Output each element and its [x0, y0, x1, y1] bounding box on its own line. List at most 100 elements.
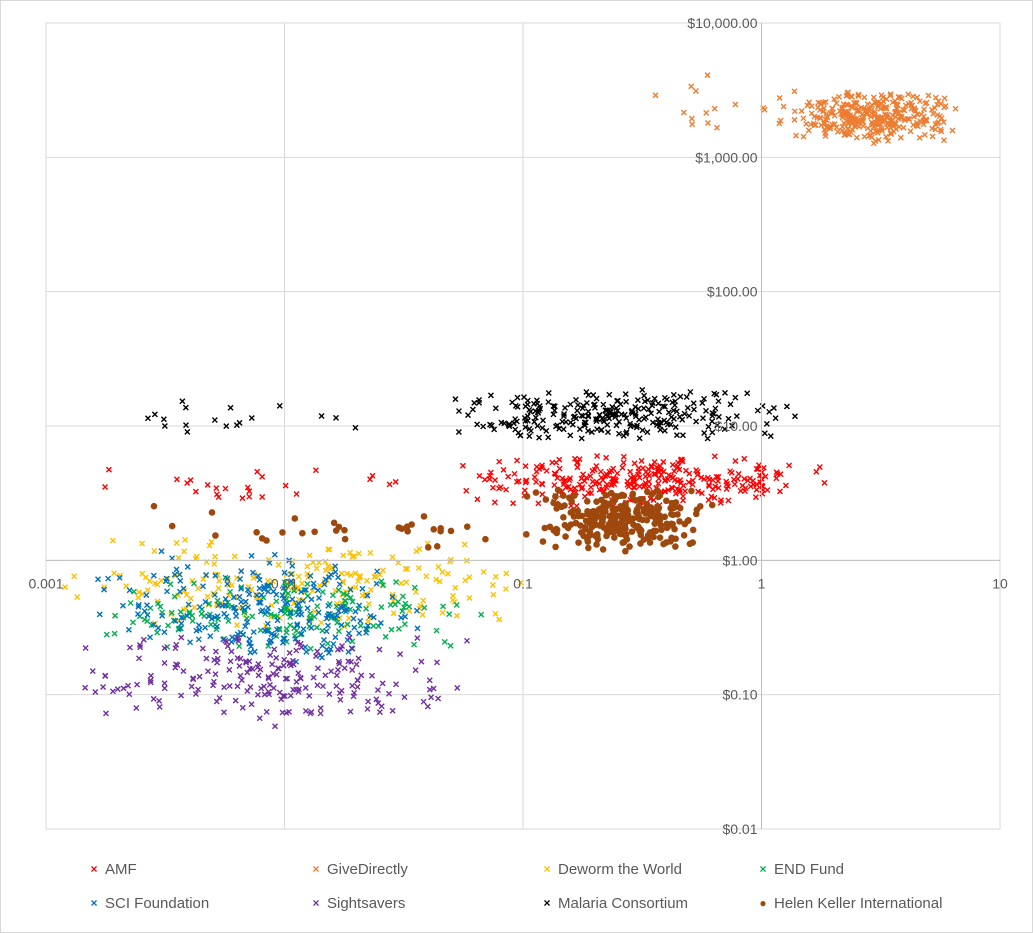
data-point — [660, 403, 667, 410]
data-point — [356, 630, 363, 637]
axes — [46, 23, 1000, 829]
data-point — [399, 608, 406, 615]
data-point — [333, 414, 340, 421]
data-point — [311, 528, 318, 536]
data-point — [447, 556, 454, 563]
data-point — [628, 528, 636, 535]
data-point — [596, 522, 604, 529]
data-point — [237, 629, 244, 636]
data-point — [584, 507, 591, 515]
data-point — [111, 630, 118, 637]
data-point — [326, 546, 333, 553]
data-point — [220, 709, 227, 716]
data-point — [173, 476, 180, 483]
data-point — [310, 674, 317, 681]
data-point — [413, 607, 420, 614]
data-point — [761, 106, 768, 113]
data-point — [102, 484, 109, 491]
data-point — [403, 579, 410, 586]
data-point — [212, 648, 219, 655]
data-point — [613, 411, 620, 417]
data-point — [342, 597, 349, 604]
data-point — [261, 586, 268, 593]
data-point — [177, 577, 184, 584]
data-point — [319, 588, 326, 595]
data-point — [373, 580, 380, 587]
data-point — [326, 691, 333, 698]
data-point — [629, 492, 636, 500]
data-point — [150, 695, 157, 702]
data-point — [463, 637, 470, 644]
data-point — [230, 604, 237, 611]
data-point — [226, 666, 233, 673]
data-point — [341, 665, 348, 672]
data-point — [246, 488, 253, 495]
data-point — [941, 95, 948, 102]
data-point — [295, 688, 302, 695]
data-point — [658, 467, 665, 474]
series-malaria-consortium — [144, 386, 798, 442]
data-point — [256, 585, 263, 592]
data-point — [452, 396, 459, 403]
data-point — [567, 419, 574, 426]
data-point — [594, 426, 601, 433]
data-point — [374, 568, 381, 575]
data-point — [214, 597, 221, 604]
data-point — [211, 417, 218, 424]
data-point — [741, 455, 748, 462]
data-point — [281, 656, 288, 663]
data-point — [513, 478, 520, 485]
data-point — [225, 617, 232, 624]
data-point — [191, 604, 198, 611]
data-point — [592, 481, 599, 488]
data-point — [308, 614, 315, 621]
data-point — [816, 464, 823, 471]
data-point — [616, 418, 623, 425]
data-point — [202, 598, 209, 605]
data-point — [330, 519, 338, 527]
data-point — [534, 422, 541, 429]
data-point — [352, 584, 359, 591]
data-point — [120, 685, 127, 692]
data-point — [806, 99, 813, 106]
data-point — [669, 520, 676, 528]
data-point — [211, 560, 218, 567]
data-point — [938, 128, 945, 135]
data-point — [661, 394, 668, 401]
data-point — [617, 492, 624, 500]
data-point — [82, 684, 89, 691]
data-point — [195, 636, 202, 643]
data-point — [190, 580, 197, 587]
data-point — [559, 418, 566, 425]
data-point — [111, 570, 118, 577]
y-tick-label: $10.00 — [715, 418, 758, 434]
data-point — [625, 483, 632, 490]
data-point — [759, 469, 766, 476]
data-point — [644, 429, 651, 436]
data-point — [855, 91, 862, 98]
data-point — [623, 430, 630, 437]
data-point — [711, 390, 718, 397]
data-point — [314, 682, 321, 689]
data-point — [929, 133, 936, 140]
data-point — [642, 414, 649, 421]
data-point — [184, 428, 191, 435]
data-point — [316, 582, 323, 589]
data-point — [417, 602, 424, 609]
data-point — [92, 688, 99, 695]
data-point — [154, 629, 161, 636]
data-point — [604, 429, 611, 436]
data-point — [729, 422, 736, 429]
data-point — [864, 106, 871, 113]
data-point — [272, 723, 279, 730]
data-point — [585, 392, 592, 399]
data-point — [182, 536, 189, 543]
data-point — [608, 489, 615, 497]
data-point — [208, 538, 215, 545]
data-point — [421, 604, 428, 611]
data-point — [793, 132, 800, 139]
data-point — [241, 609, 248, 616]
data-point — [212, 553, 219, 560]
data-point — [833, 100, 840, 107]
data-point — [680, 109, 687, 116]
